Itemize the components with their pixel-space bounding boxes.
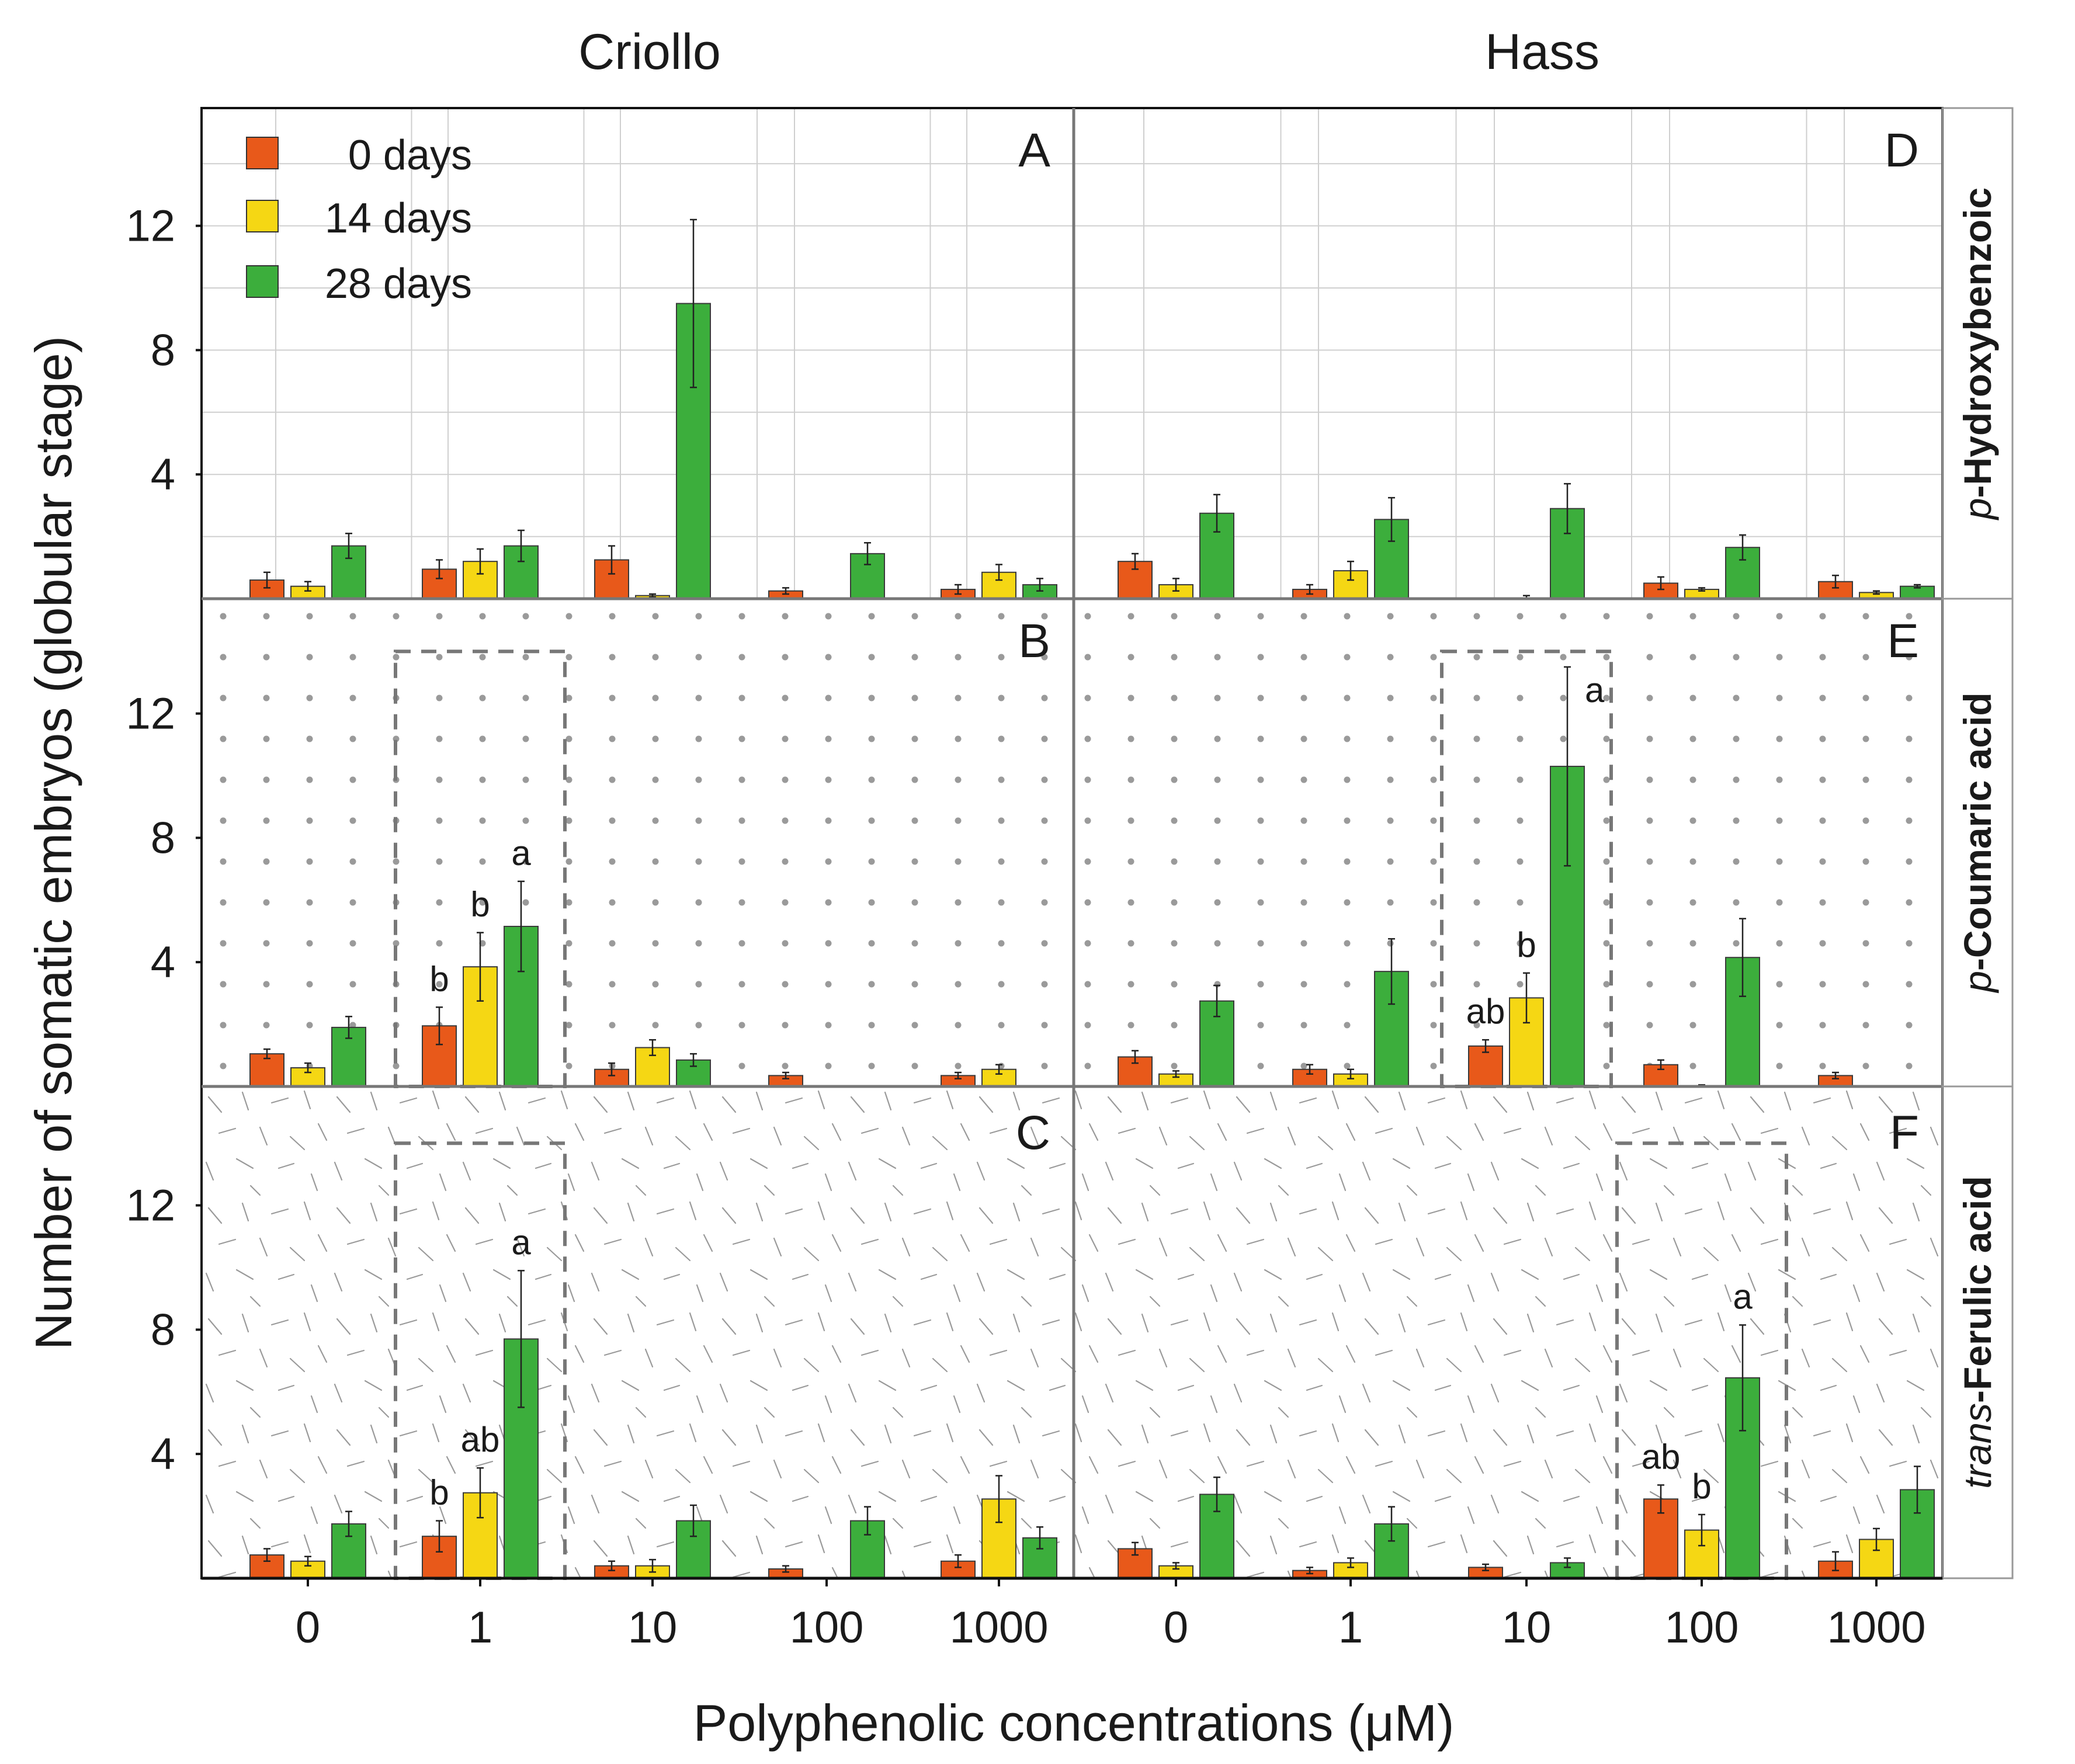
significance-letter-C: a: [511, 1223, 531, 1262]
x-axis-ticks: 0 1 10 100 1000 0 1 10 100 1000: [296, 1578, 1926, 1652]
significance-letter-C: b: [429, 1473, 449, 1512]
y-tick-label: 4: [151, 450, 175, 499]
panel-letter-B: B: [1018, 614, 1050, 668]
panel-letter-F: F: [1890, 1106, 1919, 1159]
significance-letter-E: b: [1517, 925, 1536, 964]
y-tick-label: 4: [151, 1429, 175, 1479]
y-tick-label: 12: [126, 1181, 175, 1231]
x-tick-label: 1000: [1827, 1603, 1925, 1652]
y-tick-label: 8: [151, 813, 175, 863]
y-tick-label: 12: [126, 689, 175, 739]
x-tick-label: 10: [628, 1603, 678, 1652]
y-tick-label: 8: [151, 325, 175, 375]
x-tick-label: 10: [1502, 1603, 1552, 1652]
panel-letter-E: E: [1887, 614, 1919, 668]
y-tick-label: 12: [126, 202, 175, 251]
x-tick-label: 100: [1665, 1603, 1739, 1652]
y-axis-ticks: 4 8 12 4 8 12 4 8 12: [126, 202, 202, 1479]
row-title-ferulic-name: Ferulic acid: [1956, 1176, 1999, 1390]
significance-letter-E: ab: [1466, 992, 1505, 1031]
significance-letter-B: a: [511, 834, 531, 873]
y-tick-label: 8: [151, 1305, 175, 1355]
row-title-coumaric: p-Coumaric acid: [1956, 692, 1999, 994]
highlight-box-E: [1440, 650, 1613, 1088]
panel-letter-C: C: [1016, 1106, 1050, 1159]
row-title-coumaric-sep: -: [1956, 958, 1999, 971]
x-axis-title: Polyphenolic concentrations (μM): [693, 1694, 1455, 1752]
x-tick-label: 1: [468, 1603, 492, 1652]
row-backgrounds: [202, 108, 1942, 1578]
row-title-hydroxybenzoic-prefix: p: [1956, 498, 1999, 521]
row-title-coumaric-name: Coumaric acid: [1956, 692, 1999, 958]
significance-letter-B: b: [429, 959, 449, 998]
significance-letter-C: ab: [461, 1420, 500, 1459]
panel-letter-A: A: [1018, 124, 1050, 177]
highlight-box-F: [1615, 1141, 1788, 1580]
row-label-frame: [1941, 107, 2014, 1579]
legend-swatch-14-days: [246, 200, 279, 232]
x-tick-label: 1: [1338, 1603, 1363, 1652]
legend-label-14-days: 14 days: [325, 195, 472, 242]
row-title-ferulic-prefix: trans: [1956, 1403, 1999, 1489]
panel-letter-D: D: [1885, 124, 1919, 177]
significance-letter-B: b: [470, 885, 490, 924]
row-title-ferulic-sep: -: [1956, 1390, 1999, 1403]
significance-letter-E: a: [1585, 671, 1605, 710]
significance-letter-F: ab: [1642, 1437, 1681, 1476]
row-title-hydroxybenzoic-sep: -: [1956, 485, 1999, 498]
legend: 0 days 14 days 28 days: [246, 132, 472, 307]
highlight-boxes: [394, 650, 1788, 1580]
bar-B-0-series1: [290, 1067, 325, 1087]
y-tick-label: 4: [151, 937, 175, 987]
legend-swatch-28-days: [246, 265, 279, 298]
panel-frames: [200, 107, 2014, 1580]
row-title-hydroxybenzoic-name: Hydroxybenzoic: [1956, 187, 1999, 485]
top-row-grid: [202, 108, 1942, 599]
highlight-box-C: [394, 1141, 567, 1580]
legend-swatch-0-days: [246, 137, 279, 169]
y-axis-title: Number of somatic embryos (globular stag…: [25, 336, 82, 1350]
legend-label-28-days: 28 days: [325, 261, 472, 307]
row-title-coumaric-prefix: p: [1956, 971, 1999, 994]
x-tick-label: 100: [790, 1603, 864, 1652]
x-tick-label: 0: [296, 1603, 320, 1652]
highlight-box-B: [394, 650, 567, 1088]
column-title-hass: Hass: [1485, 24, 1599, 80]
column-title-criollo: Criollo: [578, 24, 721, 80]
row-titles: p-Hydroxybenzoic p-Coumaric acid trans-F…: [1956, 187, 1999, 1489]
x-tick-label: 0: [1164, 1603, 1188, 1652]
bar-marks: [249, 218, 1935, 1579]
row-title-ferulic: trans-Ferulic acid: [1956, 1176, 1999, 1489]
legend-label-0-days: 0 days: [348, 132, 472, 179]
row-bg-hydroxybenzoic: [202, 108, 1942, 599]
x-tick-label: 1000: [949, 1603, 1048, 1652]
significance-letter-F: a: [1733, 1277, 1753, 1316]
bar-A-10-series0: [594, 559, 629, 599]
panel-letters: A B C D E F: [1016, 124, 1919, 1159]
row-title-hydroxybenzoic: p-Hydroxybenzoic: [1956, 187, 1999, 521]
significance-letter-F: b: [1692, 1467, 1711, 1506]
